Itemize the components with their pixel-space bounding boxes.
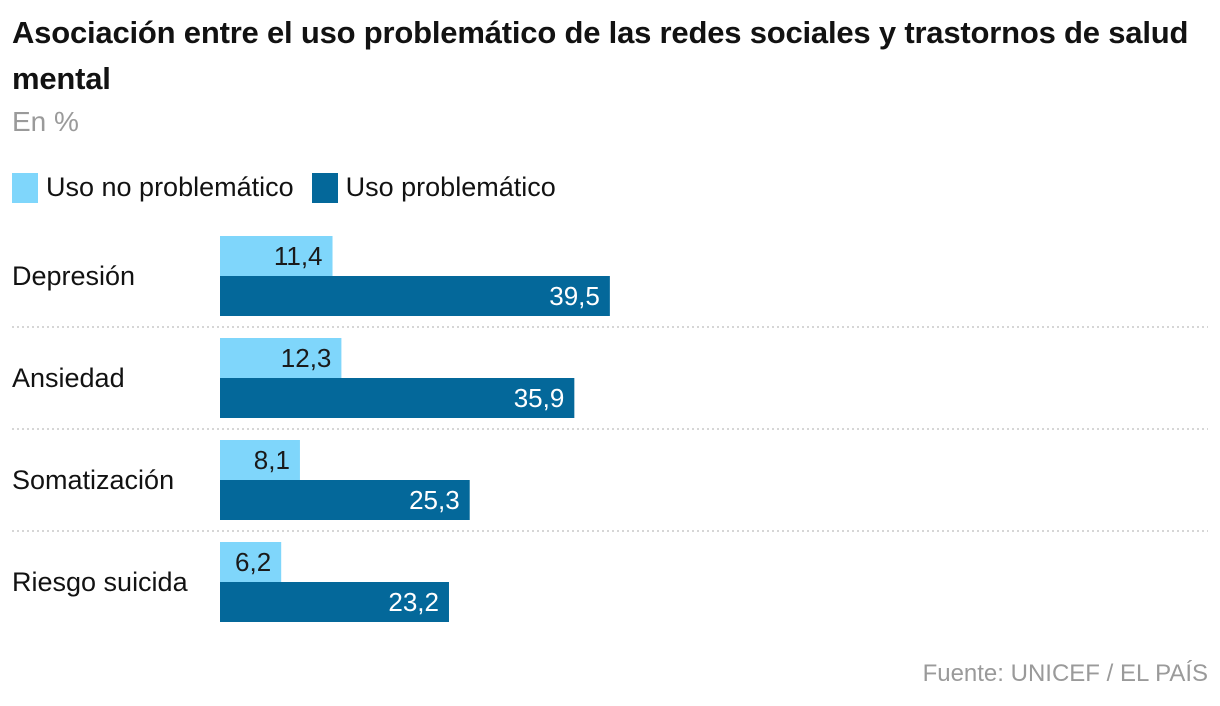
category-label-riesgo-suicida: Riesgo suicida: [12, 567, 189, 597]
legend-item-no-problematico: Uso no problemático: [12, 172, 294, 203]
bar-somatización-problematico: [220, 480, 470, 520]
bar-depresión-no-problematico: [220, 236, 333, 276]
legend-swatch-light: [12, 172, 38, 203]
data-label-depresión-problematico: 39,5: [549, 281, 600, 311]
chart-title: Asociación entre el uso problemático de …: [12, 15, 1189, 96]
legend-label-problematico: Uso problemático: [345, 172, 556, 202]
bar-depresión-problematico: [220, 276, 610, 316]
bar-riesgo-suicida-no-problematico: [220, 542, 282, 582]
data-label-ansiedad-problematico: 35,9: [514, 383, 565, 413]
data-label-somatización-no-problematico: 8,1: [254, 445, 290, 475]
bar-somatización-no-problematico: [220, 440, 300, 480]
chart-subtitle: En %: [12, 106, 79, 137]
category-label-somatización: Somatización: [12, 465, 174, 495]
legend-swatch-dark: [311, 172, 338, 203]
category-label-depresión: Depresión: [12, 261, 135, 291]
data-label-ansiedad-no-problematico: 12,3: [281, 343, 332, 373]
legend: Uso no problemático Uso problemático: [12, 172, 574, 203]
legend-label-no-problematico: Uso no problemático: [46, 172, 294, 202]
bar-chart: Depresión 11,4 39,5 Ansiedad 12,3 35,9 Somatiz…: [12, 236, 1208, 622]
data-label-riesgo-suicida-no-problematico: 6,2: [235, 547, 271, 577]
source-note: Fuente: UNICEF / EL PAÍS: [922, 660, 1208, 687]
data-label-depresión-no-problematico: 11,4: [274, 241, 323, 271]
data-label-riesgo-suicida-problematico: 23,2: [388, 587, 439, 617]
category-label-ansiedad: Ansiedad: [12, 363, 125, 393]
bar-riesgo-suicida-problematico: [220, 582, 449, 622]
legend-item-problematico: Uso problemático: [311, 172, 556, 203]
bar-ansiedad-problematico: [220, 378, 575, 418]
data-label-somatización-problematico: 25,3: [409, 485, 460, 515]
bar-ansiedad-no-problematico: [220, 338, 342, 378]
